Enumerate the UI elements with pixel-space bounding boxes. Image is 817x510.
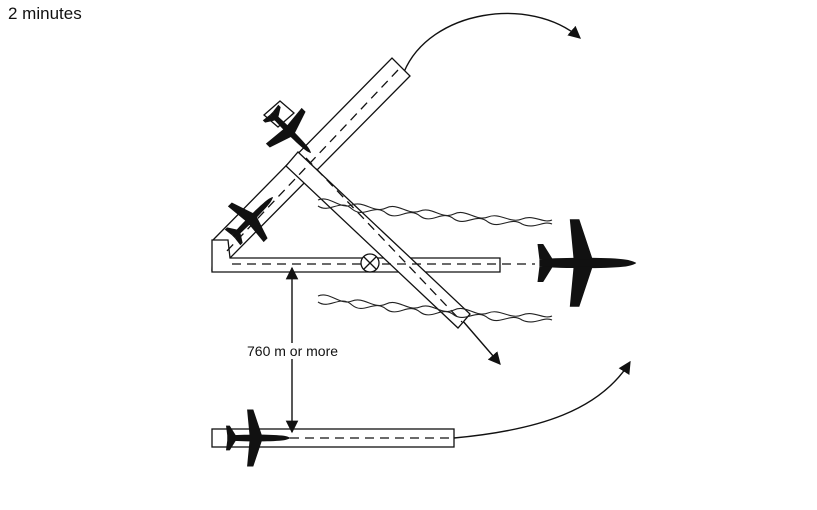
runway-complex xyxy=(211,57,501,329)
departure-path-diagonal xyxy=(461,319,501,365)
airplane-icon xyxy=(537,219,637,307)
separation-label: 760 m or more xyxy=(246,343,340,359)
runway-intersection-icon xyxy=(360,253,380,273)
runway-centerline-diagonal xyxy=(225,69,399,253)
runway-centerline-cross xyxy=(305,157,463,323)
time-caption: 2 minutes xyxy=(8,4,82,23)
departure-path-lower xyxy=(453,360,631,439)
wake-vortices xyxy=(317,198,553,323)
airplane-icon xyxy=(226,409,291,467)
parallel-runway xyxy=(211,428,455,448)
departure-path-upper xyxy=(403,12,581,73)
